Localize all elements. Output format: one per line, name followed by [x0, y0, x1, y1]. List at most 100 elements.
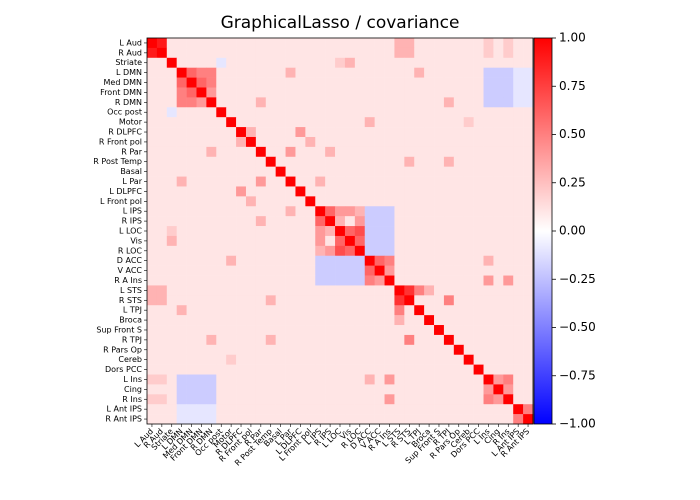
heatmap-cell	[443, 47, 455, 59]
heatmap-cell	[305, 156, 316, 167]
heatmap-cell	[404, 186, 415, 197]
heatmap-cell	[335, 146, 346, 158]
heatmap-cell	[176, 206, 187, 217]
heatmap-cell	[275, 97, 286, 108]
heatmap-cell	[394, 265, 405, 276]
heatmap-cell	[364, 394, 375, 405]
heatmap-cell	[255, 166, 267, 177]
heatmap-cell	[295, 146, 306, 158]
heatmap-cell	[176, 384, 187, 395]
heatmap-cell	[196, 226, 207, 237]
heatmap-cell	[335, 176, 346, 187]
heatmap-cell	[196, 364, 207, 375]
heatmap-cell	[206, 404, 217, 415]
heatmap-cell	[414, 255, 425, 266]
heatmap-cell	[483, 255, 494, 266]
heatmap-cell	[305, 77, 316, 88]
heatmap-cell	[285, 97, 296, 108]
heatmap-cell	[305, 364, 316, 375]
heatmap-cell	[305, 117, 316, 128]
heatmap-cell	[147, 97, 158, 108]
heatmap-cell	[226, 384, 237, 395]
heatmap-cell	[414, 394, 425, 405]
heatmap-cell	[216, 255, 227, 266]
heatmap-cell	[424, 87, 435, 98]
heatmap-cell	[493, 136, 504, 148]
heatmap-cell	[255, 245, 267, 257]
heatmap-cell	[295, 344, 306, 356]
heatmap-cell	[354, 374, 366, 385]
heatmap-cell	[374, 38, 385, 49]
heatmap-cell	[473, 354, 484, 365]
heatmap-cell	[503, 196, 514, 207]
heatmap-cell	[354, 146, 366, 158]
heatmap-cell	[236, 97, 247, 108]
heatmap-cell	[483, 77, 494, 88]
heatmap-cell	[216, 67, 227, 78]
heatmap-cell	[483, 414, 494, 425]
heatmap-cell	[523, 97, 534, 108]
heatmap-cell	[354, 67, 366, 78]
heatmap-cell	[523, 176, 534, 187]
y-tick-label: L Front pol	[100, 197, 142, 206]
heatmap-cell	[236, 146, 247, 158]
heatmap-cell	[206, 38, 217, 49]
heatmap-cell	[236, 344, 247, 356]
heatmap-cell	[265, 117, 276, 128]
heatmap-cell	[523, 226, 534, 237]
heatmap-cell	[245, 285, 257, 296]
heatmap-cell	[434, 255, 445, 266]
heatmap-cell	[305, 47, 316, 59]
heatmap-cell	[473, 196, 484, 207]
heatmap-cell	[147, 146, 158, 158]
colorbar-tick-label: 0.25	[559, 175, 586, 189]
heatmap-cell	[147, 47, 158, 59]
heatmap-cell	[186, 384, 197, 395]
heatmap-cell	[374, 107, 385, 118]
heatmap-cell	[483, 344, 494, 356]
heatmap-cell	[285, 404, 296, 415]
heatmap-cell	[156, 67, 168, 78]
heatmap-cell	[414, 216, 425, 227]
heatmap-cell	[335, 354, 346, 365]
heatmap-cell	[364, 38, 375, 49]
heatmap-cell	[186, 38, 197, 49]
heatmap-cell	[186, 404, 197, 415]
heatmap-cell	[186, 414, 197, 425]
heatmap-cell	[424, 216, 435, 227]
heatmap-cell	[374, 414, 385, 425]
heatmap-cell	[513, 235, 524, 247]
heatmap-cell	[394, 404, 405, 415]
heatmap-cell	[414, 47, 425, 59]
heatmap-cell	[265, 315, 276, 326]
heatmap-cell	[523, 196, 534, 207]
heatmap-cell	[285, 364, 296, 375]
heatmap-cell	[434, 295, 445, 306]
heatmap-cell	[523, 305, 534, 316]
heatmap-cell	[503, 156, 514, 167]
heatmap-cell	[265, 107, 276, 118]
heatmap-cell	[206, 216, 217, 227]
heatmap-cell	[236, 107, 247, 118]
heatmap-cell	[295, 216, 306, 227]
heatmap-cell	[166, 305, 177, 316]
heatmap-cell	[206, 334, 217, 346]
heatmap-cell	[206, 206, 217, 217]
heatmap-cell	[443, 57, 455, 68]
heatmap-cell	[245, 325, 257, 336]
heatmap-cell	[147, 186, 158, 197]
heatmap-cell	[206, 186, 217, 197]
heatmap-cell	[483, 196, 494, 207]
heatmap-cell	[216, 285, 227, 296]
heatmap-cell	[255, 305, 267, 316]
heatmap-cell	[216, 77, 227, 88]
heatmap-cell	[523, 414, 534, 425]
y-tick-label: L Ant IPS	[107, 405, 142, 414]
heatmap-cell	[523, 315, 534, 326]
heatmap-cell	[453, 146, 465, 158]
heatmap-cell	[295, 364, 306, 375]
heatmap-cell	[394, 136, 405, 148]
heatmap-cell	[206, 47, 217, 59]
heatmap-cell	[335, 216, 346, 227]
heatmap-cell	[176, 344, 187, 356]
